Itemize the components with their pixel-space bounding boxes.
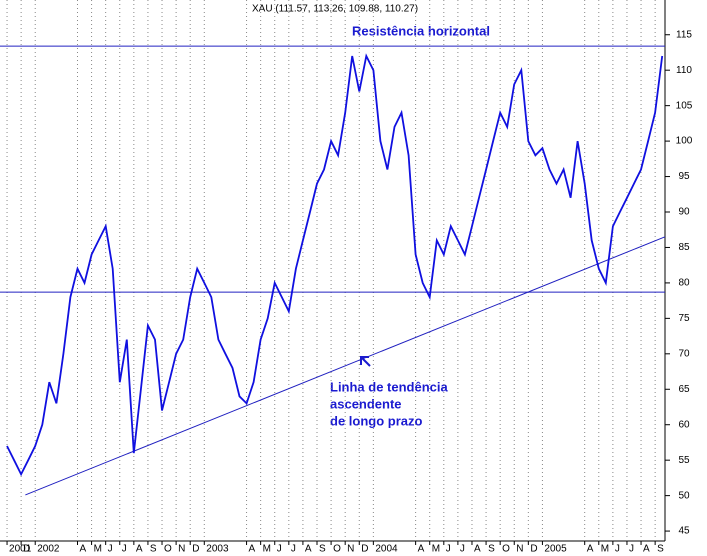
y-tick-label: 100: [676, 136, 693, 147]
x-tick-label: O: [333, 544, 341, 555]
x-tick-label: A: [418, 544, 425, 555]
y-tick-label: 90: [678, 207, 690, 218]
x-tick-label: O: [164, 544, 172, 555]
x-tick-label: N: [347, 544, 354, 555]
x-tick-label: J: [446, 544, 451, 555]
x-tick-label: 2003: [206, 544, 229, 555]
x-tick-label: N: [178, 544, 185, 555]
x-tick-label: M: [601, 544, 609, 555]
x-tick-label: D: [530, 544, 537, 555]
y-tick-label: 65: [678, 384, 690, 395]
x-tick-label: A: [249, 544, 256, 555]
y-tick-label: 50: [678, 490, 690, 501]
x-tick-label: S: [657, 544, 664, 555]
y-tick-label: 105: [676, 100, 693, 111]
x-tick-label: 2005: [544, 544, 567, 555]
y-tick-label: 75: [678, 313, 690, 324]
y-tick-label: 60: [678, 419, 690, 430]
price-line: [6, 53, 664, 477]
x-tick-label: J: [615, 544, 620, 555]
x-tick-label: J: [108, 544, 113, 555]
x-tick-label: 2004: [375, 544, 398, 555]
trend-label: Linha de tendência: [330, 379, 449, 394]
x-tick-label: M: [263, 544, 271, 555]
y-tick-label: 70: [678, 348, 690, 359]
trend-label: de longo prazo: [330, 413, 423, 428]
x-tick-label: S: [150, 544, 157, 555]
x-tick-label: D: [361, 544, 368, 555]
x-tick-label: 2001: [9, 544, 32, 555]
x-tick-label: M: [94, 544, 102, 555]
trend-label: ascendente: [330, 396, 402, 411]
y-tick-label: 110: [676, 65, 692, 76]
y-tick-label: 95: [678, 171, 690, 182]
x-tick-label: J: [122, 544, 127, 555]
x-tick-label: N: [516, 544, 523, 555]
y-tick-label: 55: [678, 455, 690, 466]
y-tick-label: 115: [676, 29, 692, 40]
chart-title: XAU (111.57, 113.26, 109.88, 110.27): [252, 4, 418, 15]
x-tick-label: J: [277, 544, 282, 555]
y-tick-label: 45: [678, 526, 690, 537]
x-tick-label: A: [474, 544, 481, 555]
trend-line: [25, 236, 666, 496]
resistance-label: Resistência horizontal: [352, 23, 490, 38]
x-tick-label: J: [629, 544, 634, 555]
x-tick-label: D: [192, 544, 199, 555]
x-tick-label: A: [643, 544, 650, 555]
x-tick-label: A: [79, 544, 86, 555]
x-tick-label: S: [319, 544, 326, 555]
x-tick-label: A: [587, 544, 594, 555]
y-tick-label: 80: [678, 278, 690, 289]
x-tick-label: A: [136, 544, 143, 555]
x-tick-label: 2002: [37, 544, 60, 555]
x-tick-label: J: [291, 544, 296, 555]
y-tick-label: 85: [678, 242, 690, 253]
x-tick-label: D: [23, 544, 30, 555]
x-tick-label: O: [502, 544, 510, 555]
x-tick-label: A: [305, 544, 312, 555]
x-tick-label: M: [432, 544, 440, 555]
x-tick-label: S: [488, 544, 495, 555]
x-tick-label: J: [460, 544, 465, 555]
